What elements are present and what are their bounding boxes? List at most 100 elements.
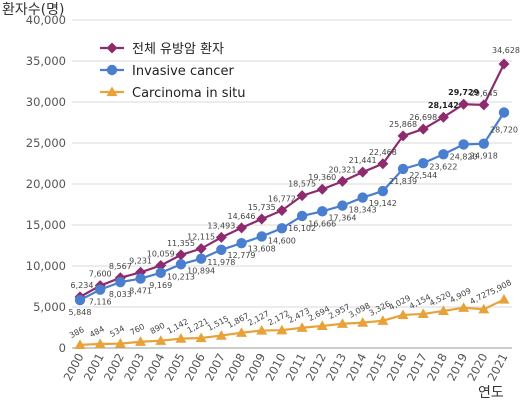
data-label: 3,326	[367, 299, 391, 318]
data-label: 8,033	[109, 290, 132, 299]
data-point-triangle	[316, 320, 328, 331]
data-label: 34,628	[492, 46, 520, 55]
data-point-circle	[276, 223, 288, 234]
data-point-diamond	[458, 98, 470, 110]
y-tick-label: 10,000	[26, 259, 66, 273]
y-axis-title: 환자수(명)	[2, 2, 64, 18]
data-label: 760	[129, 322, 147, 337]
data-point-circle	[155, 267, 166, 279]
data-point-circle	[397, 163, 409, 175]
data-label: 9,231	[129, 256, 152, 265]
data-label: 13,493	[207, 221, 235, 230]
data-label: 16,102	[288, 224, 316, 233]
data-label: 386	[68, 325, 86, 340]
data-point-triangle	[155, 335, 167, 345]
data-point-triangle	[397, 309, 409, 320]
data-label: 890	[149, 321, 167, 336]
data-point-diamond	[195, 243, 207, 255]
y-tick-label: 30,000	[26, 95, 66, 109]
y-tick-label: 0	[59, 341, 66, 355]
data-label: 8,471	[129, 287, 152, 296]
data-point-circle	[106, 64, 118, 76]
data-point-circle	[317, 206, 328, 217]
data-point-triangle	[236, 327, 248, 337]
data-label: 14,600	[268, 236, 296, 245]
data-point-circle	[135, 273, 146, 284]
data-label: 28,720	[490, 125, 518, 134]
data-label: 23,622	[429, 162, 457, 171]
y-tick-label: 20,000	[26, 177, 66, 191]
data-point-diamond	[478, 99, 490, 111]
data-point-circle	[94, 284, 106, 295]
data-point-diamond	[175, 249, 187, 261]
data-point-triangle	[458, 302, 470, 312]
legend-label: 전체 유방암 환자	[132, 42, 224, 57]
data-label: 21,441	[349, 156, 377, 165]
data-point-triangle	[94, 338, 106, 349]
data-label: 28,142	[428, 101, 459, 110]
data-label: 15,735	[248, 203, 276, 212]
data-point-circle	[357, 192, 368, 203]
data-label: 5,908	[489, 278, 513, 297]
data-label: 9,169	[149, 281, 172, 290]
series-lines	[74, 58, 510, 349]
data-point-triangle	[478, 303, 490, 314]
y-tick-label: 15,000	[26, 218, 66, 232]
series-line	[79, 298, 505, 346]
data-label: 8,567	[109, 262, 132, 271]
series-line	[79, 63, 505, 298]
data-point-circle	[236, 238, 247, 249]
data-point-diamond	[276, 204, 288, 216]
data-label: 12,115	[187, 233, 215, 242]
data-point-circle	[296, 210, 308, 222]
data-label: 7,116	[89, 298, 112, 307]
data-point-diamond	[417, 123, 429, 135]
data-point-triangle	[256, 325, 268, 335]
data-label: 5,848	[69, 308, 92, 317]
data-label: 26,698	[409, 113, 437, 122]
data-label: 10,059	[147, 250, 175, 259]
data-point-diamond	[437, 111, 449, 123]
data-label: 10,894	[187, 267, 215, 276]
data-point-circle	[74, 294, 86, 306]
data-point-circle	[498, 107, 510, 118]
y-tick-label: 35,000	[26, 54, 66, 68]
data-label: 18,575	[288, 180, 316, 189]
data-label: 17,364	[328, 214, 356, 223]
data-point-circle	[175, 259, 187, 270]
data-label: 22,544	[409, 171, 437, 180]
data-point-triangle	[215, 330, 227, 340]
data-point-diamond	[357, 166, 369, 178]
data-label: 25,868	[389, 120, 417, 129]
y-tick-label: 40,000	[26, 13, 66, 27]
data-point-circle	[478, 138, 490, 149]
data-label: 24,918	[470, 152, 498, 161]
data-point-circle	[256, 231, 267, 242]
data-label: 19,360	[308, 173, 336, 182]
data-point-circle	[377, 185, 389, 197]
legend-label: Carcinoma in situ	[132, 86, 246, 101]
data-label: 484	[88, 324, 106, 339]
data-point-triangle	[498, 294, 510, 304]
data-point-triangle	[114, 338, 126, 348]
series-line	[79, 111, 505, 302]
data-label: 21,839	[389, 177, 417, 186]
data-label: 6,234	[71, 281, 94, 290]
data-label: 11,978	[207, 258, 235, 267]
data-point-circle	[418, 157, 429, 169]
data-label: 14,646	[228, 212, 256, 221]
data-label: 19,142	[369, 199, 397, 208]
data-point-triangle	[106, 86, 118, 97]
x-tick-label: 2021	[485, 351, 511, 383]
data-label: 24,820	[450, 152, 478, 161]
data-point-circle	[337, 200, 348, 211]
data-label: 22,468	[369, 148, 397, 157]
data-point-circle	[195, 253, 207, 264]
data-point-triangle	[437, 305, 449, 316]
data-label: 20,321	[328, 165, 356, 174]
y-tick-label: 25,000	[26, 136, 66, 150]
data-point-diamond	[296, 190, 308, 202]
data-label: 16,772	[268, 194, 296, 203]
y-tick-label: 5,000	[33, 300, 66, 314]
